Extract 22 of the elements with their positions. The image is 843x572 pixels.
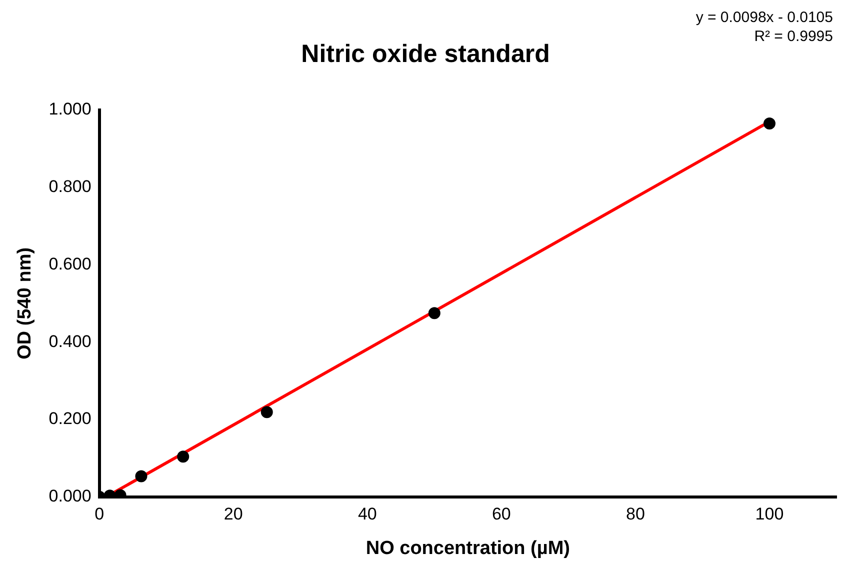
x-tick-label: 40 (358, 504, 377, 524)
x-tick-label: 80 (626, 504, 645, 524)
y-tick-label: 0.200 (48, 409, 92, 428)
point (428, 307, 440, 320)
y-axis-title: OD (540 nm) (14, 247, 36, 360)
y-tick-label: 0.400 (48, 332, 92, 351)
y-tick-label: 0.600 (48, 254, 92, 274)
y-tick-label: 0.800 (48, 177, 92, 196)
y-tick-label: 0.000 (48, 486, 92, 506)
point (135, 470, 148, 482)
chart-title: Nitric oxide standard (301, 40, 550, 68)
text: y = 0.0098x - 0.0105 (696, 8, 833, 27)
point (177, 450, 190, 463)
text: R² = 0.9995 (753, 27, 833, 46)
x-tick-label: 0 (94, 504, 104, 524)
x-axis-title: NO concentration (µM) (366, 538, 570, 559)
x-tick-label: 20 (224, 504, 243, 524)
point (763, 118, 776, 130)
point (260, 406, 273, 418)
y-tick-label: 1.000 (48, 100, 92, 119)
x-tick-label: 60 (492, 504, 511, 524)
x-tick-label: 100 (755, 504, 784, 524)
